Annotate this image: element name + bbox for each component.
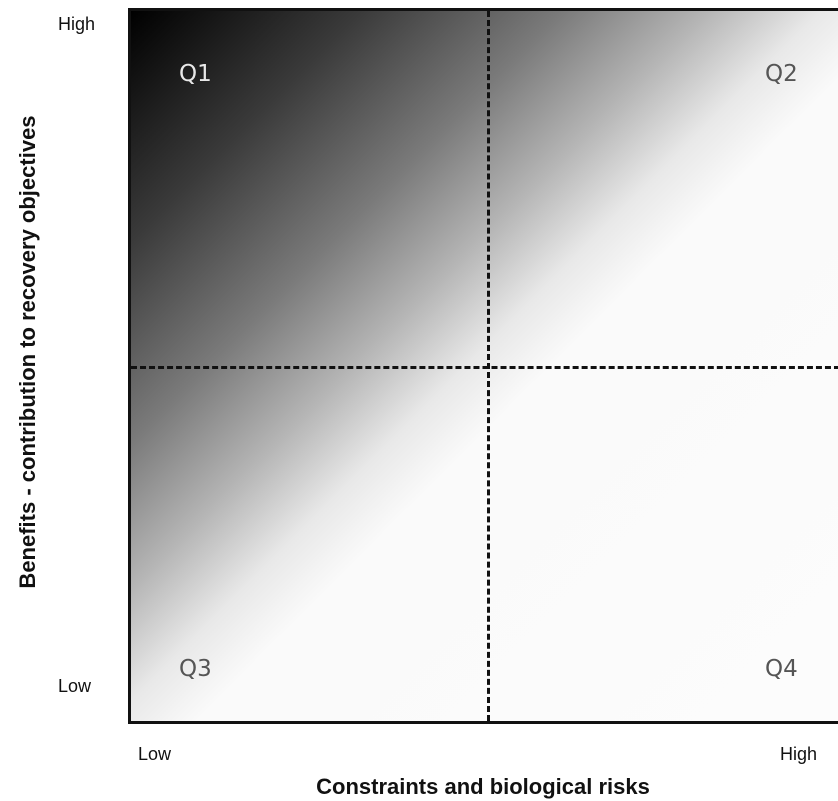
quadrant-matrix: Q1 Q2 Q3 Q4 — [128, 8, 838, 724]
x-axis-low-label: Low — [138, 744, 172, 764]
horizontal-divider — [131, 366, 838, 369]
quadrant-label-q2: Q2 — [765, 61, 798, 87]
y-axis-low-label: Low — [58, 676, 92, 696]
quadrant-label-q1: Q1 — [179, 61, 212, 87]
x-axis-high-label: High — [780, 744, 818, 764]
x-axis-title: Constraints and biological risks — [316, 774, 650, 799]
y-axis-title: Benefits - contribution to recovery obje… — [15, 115, 40, 589]
quadrant-label-q4: Q4 — [765, 656, 798, 682]
y-axis-high-label: High — [58, 14, 96, 34]
quadrant-label-q3: Q3 — [179, 656, 212, 682]
